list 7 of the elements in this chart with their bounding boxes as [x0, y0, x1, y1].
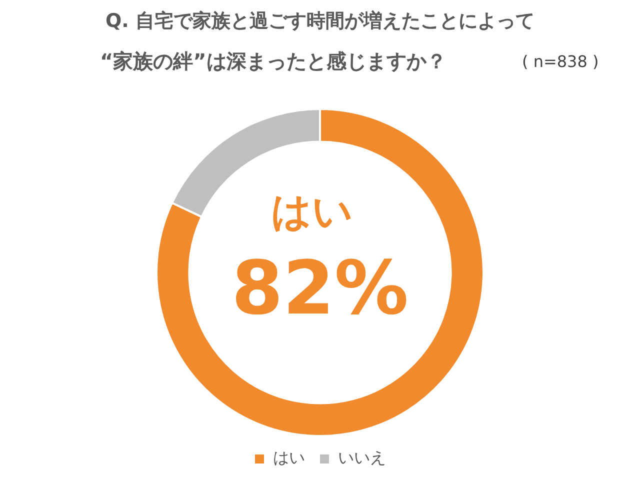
text: ( n=838 )	[522, 52, 599, 71]
chart-subtitle: “家族の絆”は深まったと感じますか？	[100, 48, 446, 75]
text: はい	[271, 188, 353, 235]
chart-title: Q. 自宅で家族と過ごす時間が増えたことによって	[104, 9, 536, 34]
legend-label: いいえ	[338, 448, 386, 468]
legend-label: はい	[273, 448, 305, 468]
text: 82%	[231, 246, 409, 332]
